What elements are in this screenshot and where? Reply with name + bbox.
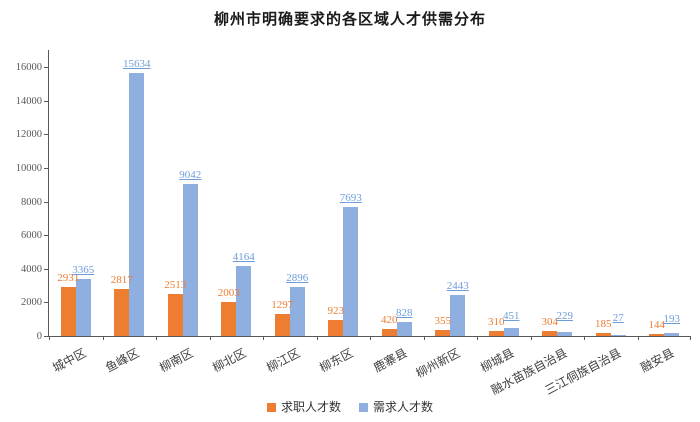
bar-demand — [450, 294, 466, 336]
legend-label: 求职人才数 — [280, 400, 341, 414]
y-axis-tick-label: 12000 — [15, 129, 42, 141]
demand-value-link[interactable]: 9042 — [179, 168, 202, 181]
bar-supply — [649, 333, 665, 336]
bar-demand — [129, 73, 145, 336]
x-axis-tick-mark — [530, 336, 532, 340]
supply-value-label: 144 — [648, 318, 666, 331]
supply-value-label: 2817 — [110, 273, 133, 286]
supply-value-label: 185 — [595, 317, 612, 330]
bar-demand — [557, 332, 573, 336]
bar-supply — [167, 293, 183, 336]
x-axis-label: 城中区 — [49, 345, 89, 376]
demand-value-link[interactable]: 7693 — [339, 191, 362, 204]
supply-value-label: 923 — [327, 305, 345, 318]
x-axis-label: 柳南区 — [156, 345, 196, 376]
y-axis-tick-label: 4000 — [21, 263, 42, 275]
x-axis-label: 鹿寨县 — [370, 345, 410, 376]
x-axis-tick-mark — [477, 336, 478, 340]
bar-demand — [396, 322, 412, 336]
supply-value-label: 2931 — [57, 271, 80, 284]
bar-demand — [664, 332, 680, 336]
supply-value-label: 310 — [488, 315, 505, 328]
x-axis-tick-mark — [49, 336, 50, 340]
demand-value-link[interactable]: 4164 — [232, 251, 255, 263]
bar-supply — [595, 332, 611, 336]
y-axis-tick-mark — [44, 302, 49, 304]
legend-item-demand: 需求人才数 — [359, 401, 433, 413]
bar-supply — [542, 330, 558, 336]
legend-swatch-icon — [359, 402, 368, 412]
x-axis-tick-mark — [316, 336, 318, 340]
x-axis-tick-mark — [690, 336, 691, 340]
y-axis-tick-label: 6000 — [21, 230, 42, 242]
x-axis-tick-mark — [637, 336, 639, 340]
bar-supply — [60, 286, 76, 336]
supply-value-label: 420 — [381, 313, 398, 326]
plot-area: 0 2000 4000 6000 8000 10000 12000 14000 16000 293… — [16, 50, 691, 342]
x-axis-label: 柳北区 — [210, 345, 249, 376]
demand-value-link[interactable]: 3365 — [72, 264, 95, 277]
bar-supply — [381, 328, 397, 336]
demand-value-link[interactable]: 2896 — [286, 272, 309, 285]
bar-demand — [75, 279, 91, 336]
x-axis-tick-mark — [370, 336, 371, 340]
y-axis-tick-mark — [44, 100, 49, 102]
bar-demand — [610, 335, 626, 336]
x-axis-tick-mark — [423, 336, 425, 340]
demand-value-link[interactable]: 828 — [396, 307, 413, 320]
supply-value-label: 2003 — [217, 287, 240, 300]
x-axis-label: 柳东区 — [317, 345, 356, 376]
supply-value-label: 2513 — [164, 278, 187, 291]
y-axis-tick-mark — [44, 268, 49, 270]
y-axis-tick-mark — [44, 67, 49, 68]
y-axis-tick-mark — [44, 336, 49, 337]
x-axis-tick-mark — [209, 336, 211, 340]
legend-swatch-icon — [266, 402, 276, 412]
demand-value-link[interactable]: 15634 — [123, 58, 151, 71]
bar-demand — [289, 287, 305, 336]
x-axis-label: 柳江区 — [263, 345, 303, 376]
bar-supply — [435, 330, 451, 336]
x-axis-labels-layer: 城中区 鱼峰区 柳南区 柳北区 柳江区 柳东区 鹿寨县 柳州新区 柳城县 融水苗族自治县 三江侗族自… — [48, 338, 690, 402]
y-axis-tick-label: 10000 — [15, 162, 42, 174]
demand-value-link[interactable]: 229 — [556, 309, 574, 322]
y-axis-tick-label: 2000 — [21, 297, 42, 309]
x-axis-tick-mark — [156, 336, 157, 340]
y-axis-tick-label: 14000 — [15, 95, 42, 107]
legend-item-supply: 求职人才数 — [266, 400, 341, 414]
chart-title: 柳州市明确要求的各区域人才供需分布 — [213, 12, 486, 28]
legend: 求职人才数 需求人才数 — [0, 401, 700, 413]
demand-value-link[interactable]: 2443 — [446, 279, 469, 292]
x-axis-tick-mark — [263, 336, 264, 340]
bar-demand — [343, 206, 359, 336]
y-axis-tick-label: 0 — [36, 331, 42, 342]
y-axis-tick-mark — [44, 201, 49, 203]
supply-value-label: 355 — [434, 315, 452, 328]
legend-label: 需求人才数 — [373, 400, 434, 414]
demand-value-link[interactable]: 27 — [612, 311, 624, 324]
bar-supply — [221, 302, 237, 336]
y-axis-tick-mark — [44, 235, 49, 237]
demand-value-link[interactable]: 193 — [663, 312, 681, 325]
bar-demand — [236, 266, 252, 336]
bar-supply — [114, 288, 130, 336]
bar-demand — [182, 183, 198, 336]
y-axis-tick-mark — [44, 167, 49, 169]
demand-value-link[interactable]: 451 — [503, 309, 520, 322]
x-axis-label: 柳州新区 — [413, 345, 463, 381]
bar-supply — [488, 330, 504, 336]
bar-supply — [328, 320, 344, 336]
x-axis-tick-mark — [584, 336, 585, 340]
x-axis-label: 鱼峰区 — [103, 345, 142, 376]
bar-demand — [503, 328, 519, 336]
y-axis-tick-label: 16000 — [15, 62, 42, 73]
supply-value-label: 304 — [541, 315, 559, 328]
x-axis-label: 融安县 — [638, 345, 677, 376]
y-axis-tick-label: 8000 — [21, 196, 42, 208]
y-axis-tick-mark — [44, 134, 49, 136]
x-axis-tick-mark — [102, 336, 104, 340]
bar-supply — [274, 314, 290, 336]
supply-value-label: 1297 — [271, 299, 294, 312]
